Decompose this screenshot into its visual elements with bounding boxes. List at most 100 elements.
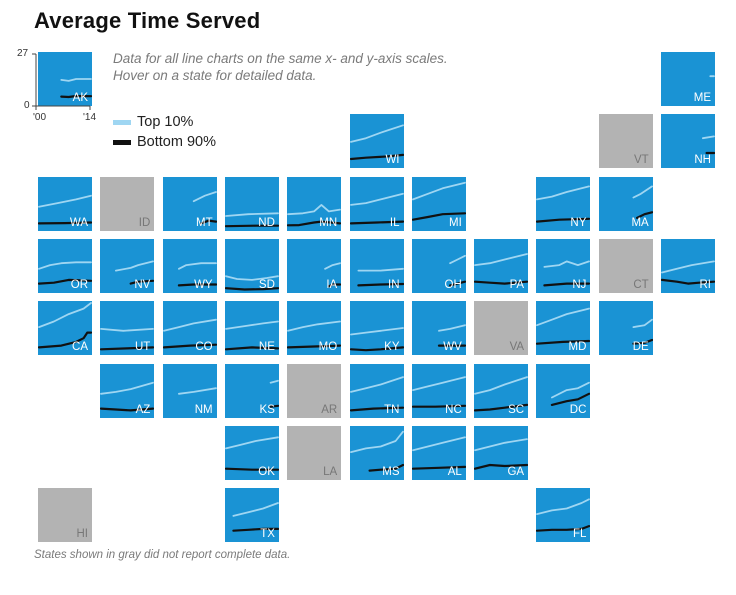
note-line-2: Hover on a state for detailed data. [113, 68, 317, 83]
state-tile-nd[interactable]: ND [224, 176, 279, 231]
state-tile-nv[interactable]: NV [100, 238, 155, 293]
legend-swatch-top [113, 119, 131, 125]
state-tile-wy[interactable]: WY [162, 238, 217, 293]
state-tile-ms[interactable]: MS [349, 425, 404, 480]
state-tile-ia[interactable]: IA [287, 238, 342, 293]
state-tile-ks[interactable]: KS [224, 363, 279, 418]
series-line-top-fl [536, 498, 591, 516]
state-chart-sd [224, 275, 279, 291]
series-line-bottom-nd [224, 224, 279, 227]
state-tile-mi[interactable]: MI [411, 176, 466, 231]
state-label: WA [69, 216, 88, 229]
state-chart-or [38, 261, 92, 285]
state-chart-az [100, 381, 155, 412]
series-line-top-ne [224, 320, 279, 330]
state-tile-de[interactable]: DE [598, 301, 653, 356]
state-tile-nh[interactable]: NH [661, 114, 715, 169]
state-chart-ia [324, 262, 342, 288]
state-tile-la[interactable]: LA [287, 425, 342, 480]
series-line-top-ca [38, 302, 92, 329]
state-tile-nc[interactable]: NC [411, 363, 466, 418]
series-line-bottom-mi [411, 211, 466, 221]
state-label: ID [138, 216, 151, 229]
state-chart-nd [224, 211, 279, 227]
series-line-bottom-ky [349, 346, 404, 352]
state-tile-tn[interactable]: TN [349, 363, 404, 418]
state-tile-ak[interactable]: AK [38, 52, 92, 106]
state-tile-al[interactable]: AL [411, 425, 466, 480]
state-label: AL [447, 465, 462, 478]
state-tile-ga[interactable]: GA [474, 425, 529, 480]
state-label: VA [509, 341, 525, 354]
state-chart-ca [38, 302, 92, 349]
series-line-top-nv [115, 260, 155, 272]
state-tile-ne[interactable]: NE [224, 301, 279, 356]
state-label: WY [194, 278, 213, 291]
series-line-top-nc [411, 375, 466, 391]
state-label: WI [385, 154, 400, 167]
state-tile-vt[interactable]: VT [598, 114, 653, 169]
state-label: DE [632, 341, 649, 354]
state-tile-ny[interactable]: NY [536, 176, 591, 231]
series-line-top-tn [349, 375, 404, 393]
state-tile-az[interactable]: AZ [100, 363, 155, 418]
state-tile-fl[interactable]: FL [536, 488, 591, 543]
state-label: ME [693, 92, 711, 104]
series-line-top-mo [287, 320, 342, 332]
state-tile-me[interactable]: ME [661, 52, 715, 106]
state-tile-hi[interactable]: HI [38, 488, 92, 543]
state-label: TX [260, 528, 275, 541]
state-tile-nm[interactable]: NM [162, 363, 217, 418]
series-line-top-ma [632, 185, 653, 198]
state-tile-md[interactable]: MD [536, 301, 591, 356]
state-tile-id[interactable]: ID [100, 176, 155, 231]
state-tile-va[interactable]: VA [474, 301, 529, 356]
state-tile-nj[interactable]: NJ [536, 238, 591, 293]
series-line-top-pa [474, 252, 528, 266]
state-tile-pa[interactable]: PA [474, 238, 529, 293]
state-tile-wa[interactable]: WA [38, 176, 92, 231]
state-chart-wy [177, 262, 217, 287]
state-tile-ar[interactable]: AR [287, 363, 342, 418]
series-line-top-wy [177, 262, 217, 270]
series-line-bottom-md [536, 340, 591, 345]
state-label: FL [572, 528, 587, 541]
state-tile-ma[interactable]: MA [598, 176, 653, 231]
state-tile-dc[interactable]: DC [536, 363, 591, 418]
series-line-bottom-dc [551, 392, 591, 406]
state-tile-ca[interactable]: CA [38, 301, 92, 356]
state-tile-ok[interactable]: OK [224, 425, 279, 480]
series-line-top-il [349, 192, 404, 206]
state-tile-wv[interactable]: WV [411, 301, 466, 356]
series-line-top-nh [702, 135, 715, 140]
state-label: IL [389, 216, 400, 229]
state-chart-fl [536, 498, 591, 532]
state-tile-ct[interactable]: CT [598, 238, 653, 293]
state-tile-ut[interactable]: UT [100, 301, 155, 356]
state-tile-oh[interactable]: OH [411, 238, 466, 293]
state-chart-nm [177, 386, 217, 395]
legend-swatch-bottom [113, 139, 131, 145]
state-tile-mt[interactable]: MT [162, 176, 217, 231]
series-line-bottom-wi [349, 154, 404, 161]
state-tile-co[interactable]: CO [162, 301, 217, 356]
state-label: LA [323, 465, 338, 478]
note-line-1: Data for all line charts on the same x- … [113, 51, 448, 66]
state-tile-in[interactable]: IN [349, 238, 404, 293]
state-tile-or[interactable]: OR [38, 238, 92, 293]
state-tile-wi[interactable]: WI [349, 114, 404, 169]
series-line-top-nj [543, 260, 591, 268]
state-tile-sc[interactable]: SC [474, 363, 529, 418]
state-tile-mo[interactable]: MO [287, 301, 342, 356]
state-tile-ri[interactable]: RI [661, 238, 715, 293]
state-tile-ky[interactable]: KY [349, 301, 404, 356]
state-tile-sd[interactable]: SD [224, 238, 279, 293]
legend-label-bottom: Bottom 90% [137, 134, 216, 150]
state-tile-tx[interactable]: TX [224, 488, 279, 543]
series-line-bottom-ga [474, 463, 529, 470]
state-tile-il[interactable]: IL [349, 176, 404, 231]
state-label: MO [318, 341, 338, 354]
state-tile-mn[interactable]: MN [287, 176, 342, 231]
series-line-bottom-tx [232, 527, 279, 532]
